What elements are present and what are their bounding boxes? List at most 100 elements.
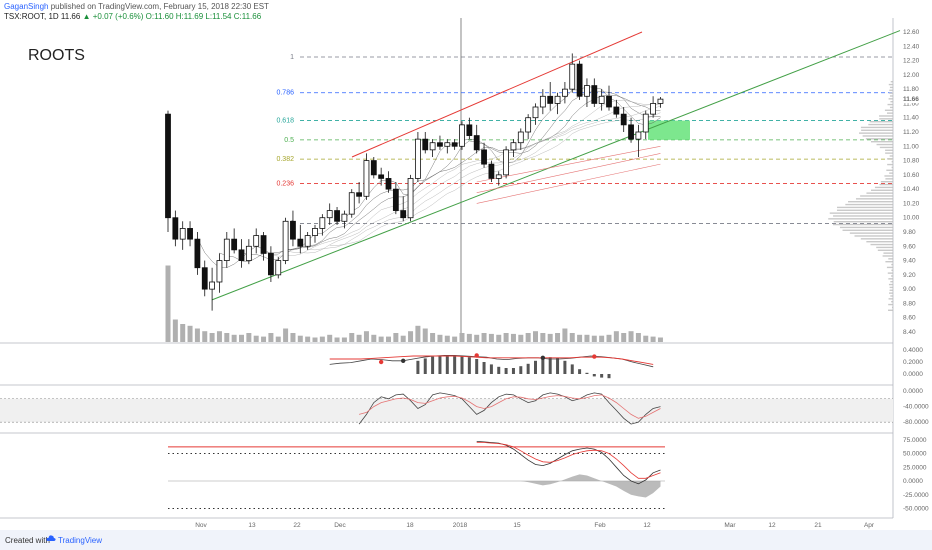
candle (400, 196, 407, 222)
osc-y-tick: 25.0000 (903, 464, 927, 471)
upper-trendline (351, 31, 643, 158)
macd-histogram-bar (519, 366, 523, 374)
macd-histogram-bar (534, 360, 537, 374)
y-tick-label: 10.40 (903, 186, 920, 193)
volume-profile-bar (848, 201, 893, 203)
candle-body (422, 138, 429, 151)
volume-bar (231, 334, 237, 342)
osc-y-tick: 75.0000 (903, 437, 927, 444)
y-tick-label: 11.20 (903, 129, 919, 136)
candle-body (466, 124, 473, 136)
candle (539, 89, 546, 115)
candle (356, 182, 363, 204)
macd-histogram-bar (460, 356, 464, 374)
volume-profile-bar (888, 83, 893, 86)
candle-body (451, 142, 458, 147)
candle (363, 153, 370, 200)
candle-body (437, 142, 443, 147)
candle (297, 224, 304, 254)
macd-histogram-bar (556, 357, 560, 374)
candle (253, 228, 260, 254)
candle-body (407, 178, 414, 219)
y-tick-label: 9.20 (903, 272, 916, 279)
tradingview-link[interactable]: TradingView (58, 536, 103, 545)
candle (547, 82, 554, 111)
candle (466, 117, 473, 140)
volume-bar (341, 337, 347, 342)
candle-body (165, 113, 171, 219)
candle (238, 239, 245, 268)
volume-profile-bar (889, 289, 893, 291)
volume-profile-bar (888, 258, 893, 260)
volume-profile-bar (879, 146, 893, 149)
volume-bar (216, 331, 222, 342)
price-chart[interactable]: ROOTS 12.60 12.40 12.20 12.00 11.80 11.60 11.40… (0, 0, 932, 530)
volume-bar (422, 328, 428, 342)
price-change: ▲ +0.07 (+0.6%) (82, 12, 144, 21)
candle-body (635, 131, 642, 140)
volume-bar (319, 336, 325, 342)
macd-y-tick: 0.2000 (903, 359, 923, 366)
volume-profile-bar (855, 198, 893, 200)
candle (459, 121, 465, 150)
osc-y-tick: 0.0000 (903, 478, 923, 485)
volume-bar (474, 334, 480, 342)
volume-profile-bar (839, 226, 893, 229)
y-tick-label: 9.60 (903, 243, 916, 250)
volume-profile-bar (880, 181, 893, 183)
chart-header: GaganSingh published on TradingView.com,… (4, 2, 269, 22)
candle (326, 203, 333, 225)
last-price: 11.66 (60, 12, 81, 21)
volume-profile-bar (885, 261, 893, 263)
volume-bar (525, 333, 531, 342)
volume-profile-bar (854, 235, 893, 237)
candle (598, 89, 605, 111)
x-tick-label: Dec (334, 522, 346, 529)
x-tick-label: 13 (248, 522, 256, 529)
volume-profile-bar (891, 306, 893, 309)
volume-profile-bar (866, 192, 893, 194)
volume-profile-bar (883, 252, 893, 254)
long-moving-average (476, 163, 661, 204)
last-price-tag (896, 94, 922, 104)
macd-histogram-bar (497, 366, 501, 374)
volume-bar (334, 337, 340, 342)
candle-body (363, 160, 370, 197)
candle (348, 189, 355, 218)
candle-body (650, 103, 656, 115)
candle-body (547, 95, 554, 104)
author-link[interactable]: GaganSingh (4, 2, 49, 11)
macd-histogram-bar (563, 360, 567, 374)
volume-profile-bar (849, 232, 893, 234)
volume-profile-bar (884, 109, 893, 111)
candle (275, 257, 282, 279)
candle (429, 139, 436, 157)
volume-bar (415, 325, 421, 342)
x-tick-label: 18 (406, 522, 414, 529)
candle (260, 232, 267, 261)
candle-body (488, 163, 495, 179)
volume-profile-bar (890, 101, 893, 103)
macd-histogram-bar (541, 358, 545, 374)
volume-profile-bar (889, 172, 893, 174)
volume-bar (327, 334, 333, 342)
volume-profile-bar (866, 241, 893, 243)
candle-body (260, 235, 267, 254)
volume-profile-bar (842, 229, 893, 231)
volume-bar (312, 337, 318, 342)
volume-profile-bar (886, 266, 893, 269)
candle (179, 221, 186, 250)
y-tick-label: 9.00 (903, 286, 916, 293)
volume-profile-bar (870, 243, 893, 246)
fib-level-label: 0.5 (284, 137, 294, 144)
candle-body (606, 95, 612, 108)
volume-bar (635, 333, 641, 342)
y-tick-label: 10.80 (903, 158, 920, 165)
volume-profile-bar (890, 281, 893, 283)
volume-bar (246, 333, 252, 342)
candle-body (539, 95, 546, 108)
volume-profile-bar (860, 195, 893, 197)
moving-average-line (241, 94, 661, 261)
volume-bar (202, 331, 208, 342)
volume-profile-bar (870, 141, 893, 143)
